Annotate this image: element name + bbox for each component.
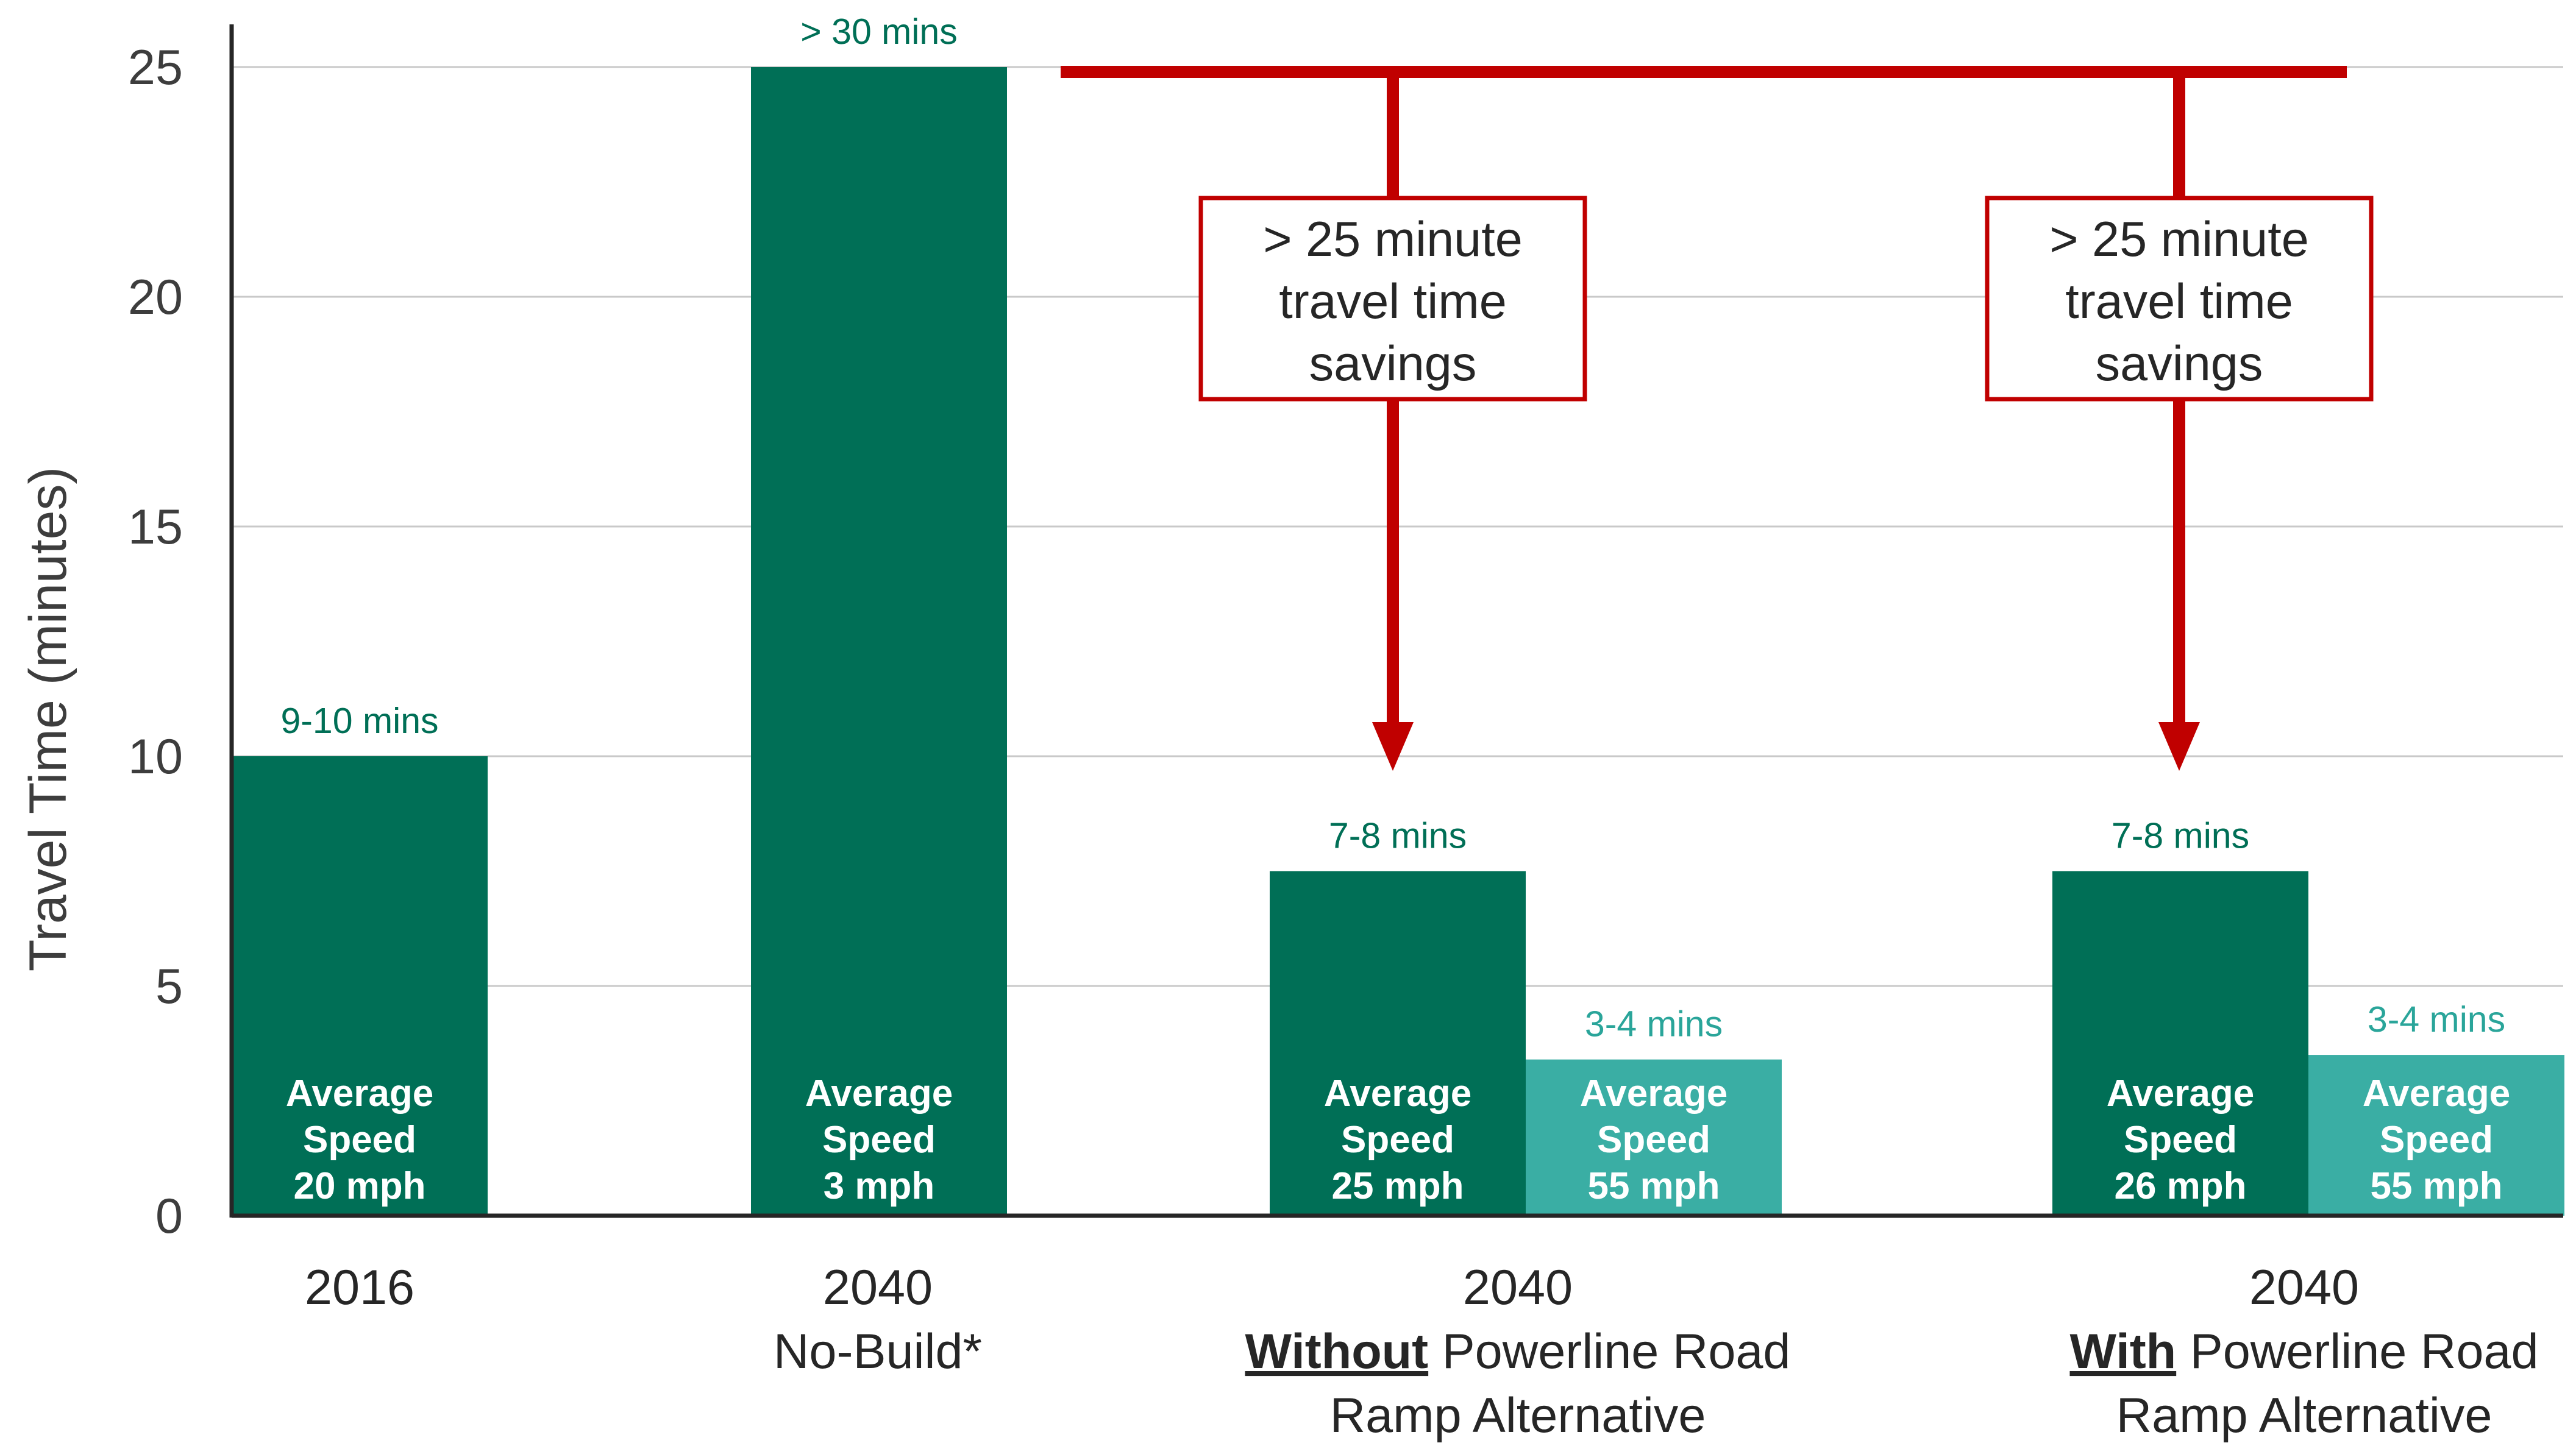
category-rest: Powerline Road xyxy=(2176,1324,2538,1379)
bar-speed-label: Average xyxy=(1580,1072,1727,1115)
bar-value-label: 7-8 mins xyxy=(1329,816,1467,856)
x-category-label: 2040 xyxy=(823,1260,933,1315)
bar-speed-label: 3 mph xyxy=(824,1165,935,1207)
savings-callout-text: savings xyxy=(2096,336,2263,391)
x-category-label: 2040 xyxy=(1463,1260,1573,1315)
axes xyxy=(229,24,2563,1218)
bar xyxy=(2052,871,2308,1216)
bar xyxy=(1526,1059,1782,1216)
bar-speed-label: 55 mph xyxy=(1587,1165,1720,1207)
bar-speed-label: Average xyxy=(286,1072,433,1115)
bar-speed-label: Average xyxy=(805,1072,953,1115)
bar xyxy=(751,67,1007,1216)
y-axis-title: Travel Time (minutes) xyxy=(19,467,77,971)
bar-speed-label: Speed xyxy=(1597,1119,1710,1161)
x-category-label: Ramp Alternative xyxy=(2116,1388,2492,1443)
bar-speed-label: Average xyxy=(2363,1072,2510,1115)
x-category-label: Ramp Alternative xyxy=(1330,1388,1706,1443)
savings-arrow-head xyxy=(1372,722,1414,771)
bars xyxy=(232,67,2564,1216)
savings-callout-text: travel time xyxy=(1279,274,1507,329)
x-category-label: No-Build* xyxy=(774,1324,982,1379)
bar xyxy=(1270,871,1526,1216)
bar-speed-label: 55 mph xyxy=(2370,1165,2502,1207)
y-tick-label: 15 xyxy=(128,500,183,555)
bar-value-label: 7-8 mins xyxy=(2112,816,2249,856)
bar-speed-label: Speed xyxy=(303,1119,416,1161)
savings-callout-text: > 25 minute xyxy=(2049,212,2309,267)
savings-callout-box xyxy=(1985,196,2374,402)
savings-callout-text: savings xyxy=(1309,336,1477,391)
bar-speed-label: Speed xyxy=(2124,1119,2237,1161)
bar-speed-label: Average xyxy=(2107,1072,2254,1115)
savings-arrows xyxy=(1061,66,2374,771)
x-category-label: 2040 xyxy=(2249,1260,2359,1315)
savings-arrow-head xyxy=(2158,722,2200,771)
bar-value-label: 3-4 mins xyxy=(2368,999,2505,1040)
bar-value-label: 9-10 mins xyxy=(280,701,438,741)
savings-callout-box xyxy=(1198,196,1587,402)
bar-speed-label: Speed xyxy=(1341,1119,1454,1161)
bar-speed-label: 20 mph xyxy=(293,1165,425,1207)
bar-speed-label: Speed xyxy=(822,1119,936,1161)
y-tick-label: 10 xyxy=(128,729,183,784)
bar-value-label: 3-4 mins xyxy=(1585,1004,1723,1044)
category-rest: Powerline Road xyxy=(1428,1324,1790,1379)
x-category-label: 2016 xyxy=(305,1260,415,1315)
y-tick-label: 20 xyxy=(128,270,183,325)
bar-speed-label: Speed xyxy=(2380,1119,2493,1161)
savings-callout-text: > 25 minute xyxy=(1263,212,1523,267)
category-emphasis: With xyxy=(2069,1324,2176,1379)
category-emphasis: Without xyxy=(1245,1324,1429,1379)
bar-speed-label: Average xyxy=(1324,1072,1471,1115)
bar-value-label: > 30 mins xyxy=(800,12,957,52)
y-tick-label: 5 xyxy=(155,959,183,1014)
savings-callout-text: travel time xyxy=(2065,274,2293,329)
bar-speed-label: 26 mph xyxy=(2114,1165,2246,1207)
x-category-label: With Powerline Road xyxy=(2069,1324,2538,1379)
bar xyxy=(232,756,488,1216)
bar-speed-label: 25 mph xyxy=(1331,1165,1464,1207)
bar xyxy=(2308,1055,2564,1216)
x-category-label: Without Powerline Road xyxy=(1245,1324,1791,1379)
y-tick-label: 25 xyxy=(128,40,183,95)
y-tick-label: 0 xyxy=(155,1189,183,1244)
